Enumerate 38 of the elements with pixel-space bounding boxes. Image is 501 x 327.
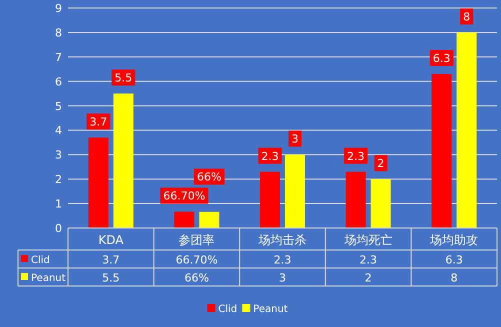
data-label: 5.5 bbox=[102, 272, 120, 284]
data-label: 66% bbox=[194, 168, 224, 185]
data-label: 66.70% bbox=[176, 254, 218, 266]
data-label: 3 bbox=[279, 272, 286, 284]
data-label: 5.5 bbox=[112, 70, 136, 86]
data-label: 2.3 bbox=[258, 148, 282, 164]
y-tick-label: 2 bbox=[55, 173, 62, 186]
x-tick-label: 场均死亡 bbox=[343, 233, 392, 247]
data-label: 6.3 bbox=[430, 50, 454, 66]
data-label: 6.3 bbox=[445, 254, 463, 266]
data-label: 2.3 bbox=[274, 254, 292, 266]
y-tick-label: 0 bbox=[55, 222, 62, 235]
x-tick-label: KDA bbox=[98, 233, 124, 247]
y-tick-label: 1 bbox=[55, 198, 62, 211]
data-label: 8 bbox=[460, 8, 474, 24]
y-tick-label: 8 bbox=[55, 26, 62, 40]
x-tick-label: 场均助攻 bbox=[429, 233, 478, 247]
legend-label: Clid bbox=[31, 255, 50, 266]
legend-label: Peanut bbox=[31, 273, 66, 284]
data-label: 3.7 bbox=[102, 254, 120, 266]
data-label: 3.7 bbox=[86, 114, 110, 130]
data-label: 8 bbox=[450, 272, 458, 284]
x-tick-label: 参团率 bbox=[178, 233, 215, 247]
y-tick-label: 5 bbox=[55, 100, 62, 113]
data-label: 66% bbox=[184, 272, 209, 284]
data-label: 2 bbox=[374, 155, 388, 172]
y-tick-label: 6 bbox=[55, 75, 62, 88]
data-label: 2.3 bbox=[360, 254, 378, 266]
y-tick-label: 4 bbox=[55, 124, 62, 138]
legend: Clid Peanut bbox=[207, 304, 288, 315]
y-tick-label: 3 bbox=[55, 148, 62, 162]
data-label: 2 bbox=[364, 272, 372, 284]
x-tick-label: 场均击杀 bbox=[258, 233, 306, 247]
data-label: 3 bbox=[288, 130, 302, 147]
y-tick-label: 7 bbox=[55, 50, 62, 64]
data-label: 2.3 bbox=[344, 148, 368, 164]
data-label: 66.70% bbox=[160, 188, 208, 204]
y-tick-label: 9 bbox=[55, 2, 62, 15]
